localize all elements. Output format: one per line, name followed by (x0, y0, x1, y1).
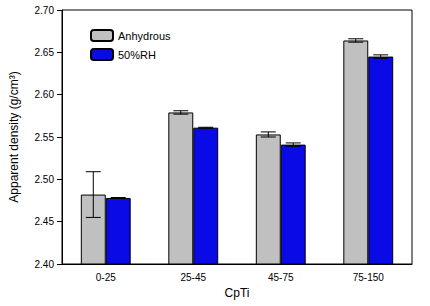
svg-text:2.40: 2.40 (35, 259, 55, 270)
svg-text:2.60: 2.60 (35, 89, 55, 100)
svg-text:0-25: 0-25 (96, 272, 116, 283)
svg-text:25-45: 25-45 (180, 272, 206, 283)
svg-text:2.45: 2.45 (35, 216, 55, 227)
svg-text:Apparent density (g/cm³): Apparent density (g/cm³) (7, 71, 21, 202)
svg-text:75-150: 75-150 (353, 272, 385, 283)
svg-text:2.65: 2.65 (35, 47, 55, 58)
svg-text:50%RH: 50%RH (118, 49, 156, 61)
svg-text:2.55: 2.55 (35, 132, 55, 143)
svg-text:CpTi: CpTi (225, 286, 250, 300)
svg-text:2.50: 2.50 (35, 174, 55, 185)
svg-text:2.70: 2.70 (35, 5, 55, 16)
svg-text:Anhydrous: Anhydrous (118, 30, 171, 42)
svg-text:45-75: 45-75 (268, 272, 294, 283)
